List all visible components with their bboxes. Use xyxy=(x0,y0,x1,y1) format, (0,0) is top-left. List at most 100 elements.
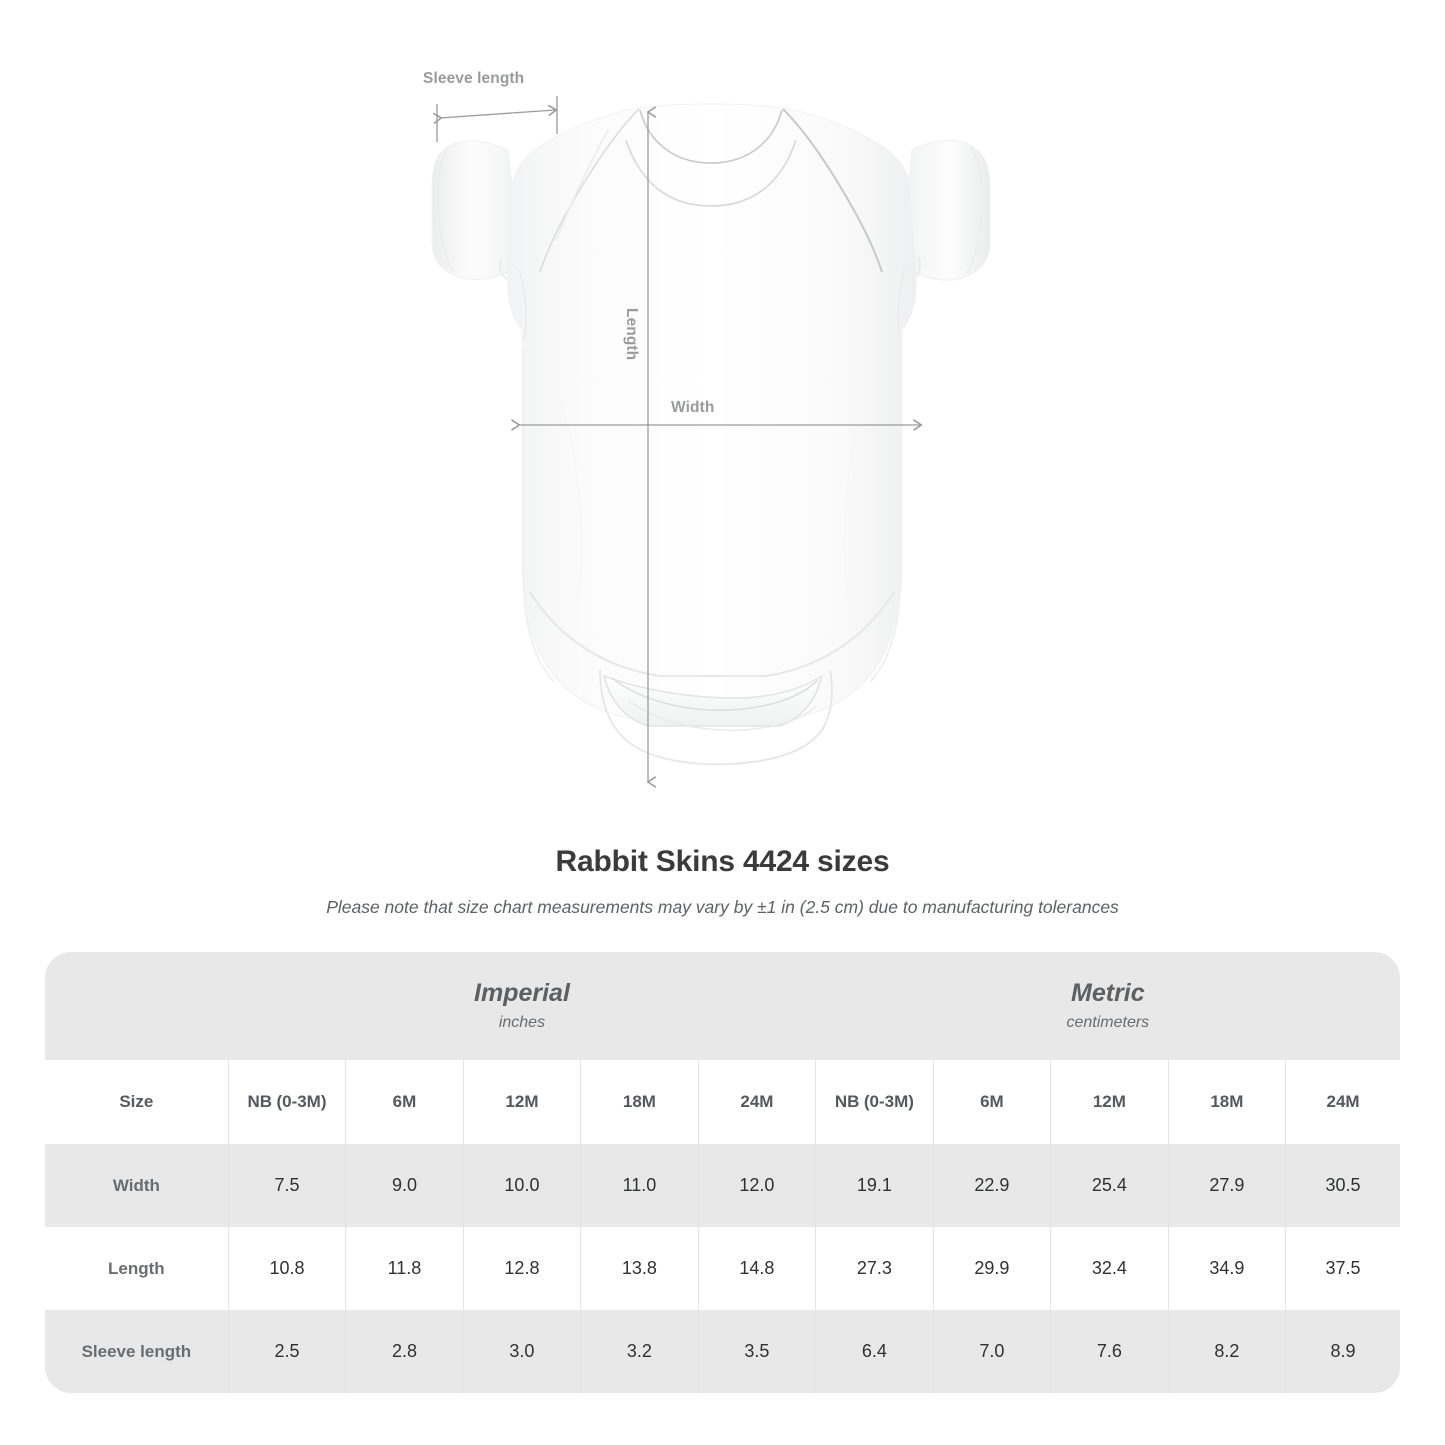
crotch-snap-panel xyxy=(602,674,824,727)
crotch-outline xyxy=(599,669,833,766)
unit-name-imperial: Imperial xyxy=(474,979,570,1008)
value: 3.0 xyxy=(509,1341,535,1361)
page-title: Rabbit Skins 4424 sizes xyxy=(555,845,890,878)
size-header-cell-metric-12m: 12M xyxy=(1050,1060,1169,1144)
size-header-sub-0: (0-3M) xyxy=(276,1092,327,1112)
right-armhole-seam xyxy=(897,267,906,341)
cell-width-metric-nb: 19.1 xyxy=(815,1144,934,1227)
row-label-cell: Width xyxy=(45,1144,229,1227)
cell-width-metric-24m: 30.5 xyxy=(1285,1144,1400,1227)
value: 14.8 xyxy=(739,1258,775,1278)
cell-width-imperial-12m: 10.0 xyxy=(463,1144,582,1227)
row-label-cell: Sleeve length xyxy=(45,1310,229,1393)
size-header-sub-5: (0-3M) xyxy=(863,1092,914,1112)
bodysuit-illustration xyxy=(431,96,991,788)
value: 3.2 xyxy=(626,1341,652,1361)
size-chart-table: Imperial inches Metric centimeters Size … xyxy=(45,952,1400,1393)
cell-length-imperial-6m: 11.8 xyxy=(345,1227,464,1310)
table-row: Width 7.5 9.0 10.0 11.0 12.0 19.1 22.9 2… xyxy=(45,1144,1400,1227)
row-label-cell: Length xyxy=(45,1227,229,1310)
value: 9.0 xyxy=(391,1175,417,1195)
cell-sleeve-metric-nb: 6.4 xyxy=(815,1310,934,1393)
cell-sleeve-imperial-18m: 3.2 xyxy=(580,1310,699,1393)
size-column-header-label: Size xyxy=(119,1092,154,1112)
size-header-main-3: 18M xyxy=(622,1092,656,1112)
cell-width-metric-18m: 27.9 xyxy=(1168,1144,1287,1227)
cell-length-metric-18m: 34.9 xyxy=(1168,1227,1287,1310)
unit-band-metric: Metric centimeters xyxy=(815,952,1400,1060)
value: 8.9 xyxy=(1330,1341,1356,1361)
unit-band-row: Imperial inches Metric centimeters xyxy=(45,952,1400,1060)
left-armhole-seam xyxy=(518,269,527,341)
size-header-main-1: 6M xyxy=(392,1092,417,1112)
cell-length-imperial-nb: 10.8 xyxy=(228,1227,347,1310)
size-header-row: Size NB (0-3M) 6M 12M 18M 24M NB (0-3M) xyxy=(45,1060,1400,1144)
cell-length-imperial-18m: 13.8 xyxy=(580,1227,699,1310)
value: 34.9 xyxy=(1209,1258,1245,1278)
cell-sleeve-metric-6m: 7.0 xyxy=(933,1310,1052,1393)
unit-sub-metric: centimeters xyxy=(1066,1013,1150,1031)
size-header-main-8: 18M xyxy=(1210,1092,1244,1112)
width-label: Width xyxy=(671,399,715,416)
value: 10.8 xyxy=(269,1258,305,1278)
size-header-cell-imperial-12m: 12M xyxy=(463,1060,582,1144)
sleeve-dimension-line xyxy=(432,104,558,125)
left-shoulder-fold xyxy=(555,129,609,241)
snap-flap-edge xyxy=(611,677,819,712)
title-block: Rabbit Skins 4424 sizes Please note that… xyxy=(0,845,1445,918)
size-column-header: Size xyxy=(45,1060,229,1144)
neckline-inner xyxy=(625,139,797,207)
unit-band-spacer xyxy=(45,952,229,1060)
value: 6.4 xyxy=(861,1341,887,1361)
row-label-width: Width xyxy=(112,1175,160,1195)
value: 12.8 xyxy=(504,1258,540,1278)
size-header-cell-metric-6m: 6M xyxy=(933,1060,1052,1144)
right-sleeve xyxy=(901,139,991,281)
size-header-main-4: 24M xyxy=(740,1092,774,1112)
cell-sleeve-metric-18m: 8.2 xyxy=(1168,1310,1287,1393)
bodysuit-body xyxy=(507,103,917,723)
value: 2.8 xyxy=(391,1341,417,1361)
table-row: Length 10.8 11.8 12.8 13.8 14.8 27.3 29.… xyxy=(45,1227,1400,1310)
value: 2.5 xyxy=(274,1341,300,1361)
sleeve-length-label: Sleeve length xyxy=(423,70,525,87)
value: 25.4 xyxy=(1091,1175,1127,1195)
tolerance-note: Please note that size chart measurements… xyxy=(326,897,1119,917)
size-header-main-5: NB xyxy=(834,1092,860,1112)
right-side-shade xyxy=(869,350,901,683)
size-header-cell-imperial-6m: 6M xyxy=(345,1060,464,1144)
cell-sleeve-imperial-nb: 2.5 xyxy=(228,1310,347,1393)
size-header-cell-imperial-nb: NB (0-3M) xyxy=(228,1060,347,1144)
cell-length-metric-nb: 27.3 xyxy=(815,1227,934,1310)
unit-name-metric: Metric xyxy=(1071,979,1145,1008)
cell-length-metric-24m: 37.5 xyxy=(1285,1227,1400,1310)
unit-sub-imperial: inches xyxy=(498,1013,546,1031)
row-label-sleeve-length: Sleeve length xyxy=(81,1341,192,1361)
size-header-main-9: 24M xyxy=(1326,1092,1360,1112)
unit-band-imperial: Imperial inches xyxy=(228,952,816,1060)
cell-width-imperial-nb: 7.5 xyxy=(228,1144,347,1227)
size-header-main-0: NB xyxy=(247,1092,272,1112)
right-sleeve-fold xyxy=(966,146,983,274)
cell-sleeve-metric-12m: 7.6 xyxy=(1050,1310,1169,1393)
size-header-main-6: 6M xyxy=(980,1092,1004,1112)
value: 7.6 xyxy=(1096,1341,1122,1361)
cell-width-metric-12m: 25.4 xyxy=(1050,1144,1169,1227)
cell-width-metric-6m: 22.9 xyxy=(933,1144,1052,1227)
value: 27.3 xyxy=(856,1258,892,1278)
cell-length-imperial-12m: 12.8 xyxy=(463,1227,582,1310)
value: 27.9 xyxy=(1209,1175,1245,1195)
size-header-cell-metric-24m: 24M xyxy=(1285,1060,1400,1144)
cell-width-imperial-18m: 11.0 xyxy=(580,1144,699,1227)
size-header-cell-metric-nb: NB (0-3M) xyxy=(815,1060,934,1144)
size-chart-table-wrapper: Imperial inches Metric centimeters Size … xyxy=(45,952,1400,1393)
cell-sleeve-imperial-6m: 2.8 xyxy=(345,1310,464,1393)
size-header-main-7: 12M xyxy=(1092,1092,1126,1112)
cell-sleeve-imperial-12m: 3.0 xyxy=(463,1310,582,1393)
row-label-length: Length xyxy=(108,1258,165,1278)
value: 37.5 xyxy=(1325,1258,1361,1278)
value: 7.5 xyxy=(274,1175,300,1195)
size-header-main-2: 12M xyxy=(505,1092,539,1112)
value: 30.5 xyxy=(1325,1175,1361,1195)
value: 12.0 xyxy=(739,1175,775,1195)
